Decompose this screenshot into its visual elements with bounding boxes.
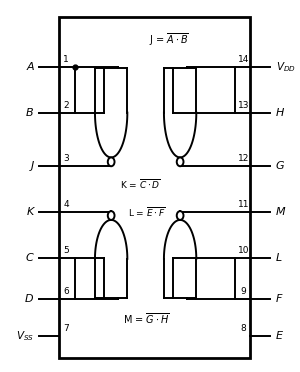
Text: 4: 4	[63, 200, 69, 209]
Text: C: C	[26, 253, 34, 263]
Text: $\mathit{V}_{SS}$: $\mathit{V}_{SS}$	[16, 329, 34, 343]
Text: K: K	[26, 207, 34, 217]
Text: 5: 5	[63, 246, 69, 255]
Text: L: L	[276, 253, 282, 263]
Text: 6: 6	[63, 287, 69, 296]
Text: M: M	[276, 207, 286, 217]
Circle shape	[177, 157, 184, 166]
Text: 8: 8	[241, 324, 246, 333]
Text: 10: 10	[238, 246, 249, 255]
Text: D: D	[25, 294, 34, 304]
Text: $\mathit{V}_{DD}$: $\mathit{V}_{DD}$	[276, 60, 296, 74]
Text: L = $\overline{E \cdot F}$: L = $\overline{E \cdot F}$	[128, 205, 165, 219]
Text: G: G	[276, 161, 284, 171]
Circle shape	[108, 211, 115, 220]
Text: 13: 13	[238, 101, 249, 110]
Circle shape	[177, 211, 184, 220]
Circle shape	[108, 157, 115, 166]
Text: 1: 1	[63, 55, 69, 64]
Text: 2: 2	[63, 101, 69, 110]
Bar	[59, 17, 250, 358]
Text: 14: 14	[238, 55, 249, 64]
Text: K = $\overline{C \cdot D}$: K = $\overline{C \cdot D}$	[120, 177, 161, 191]
Text: J = $\overline{A \cdot B}$: J = $\overline{A \cdot B}$	[149, 31, 189, 48]
Text: J: J	[31, 161, 34, 171]
Text: 7: 7	[63, 324, 69, 333]
Text: B: B	[26, 108, 34, 118]
Text: 9: 9	[241, 287, 246, 296]
Text: A: A	[26, 62, 34, 72]
Text: E: E	[276, 331, 283, 341]
Text: 3: 3	[63, 154, 69, 163]
Text: F: F	[276, 294, 282, 304]
Text: 11: 11	[238, 200, 249, 209]
Text: M = $\overline{G \cdot H}$: M = $\overline{G \cdot H}$	[123, 312, 169, 327]
Text: 12: 12	[238, 154, 249, 163]
Text: H: H	[276, 108, 284, 118]
